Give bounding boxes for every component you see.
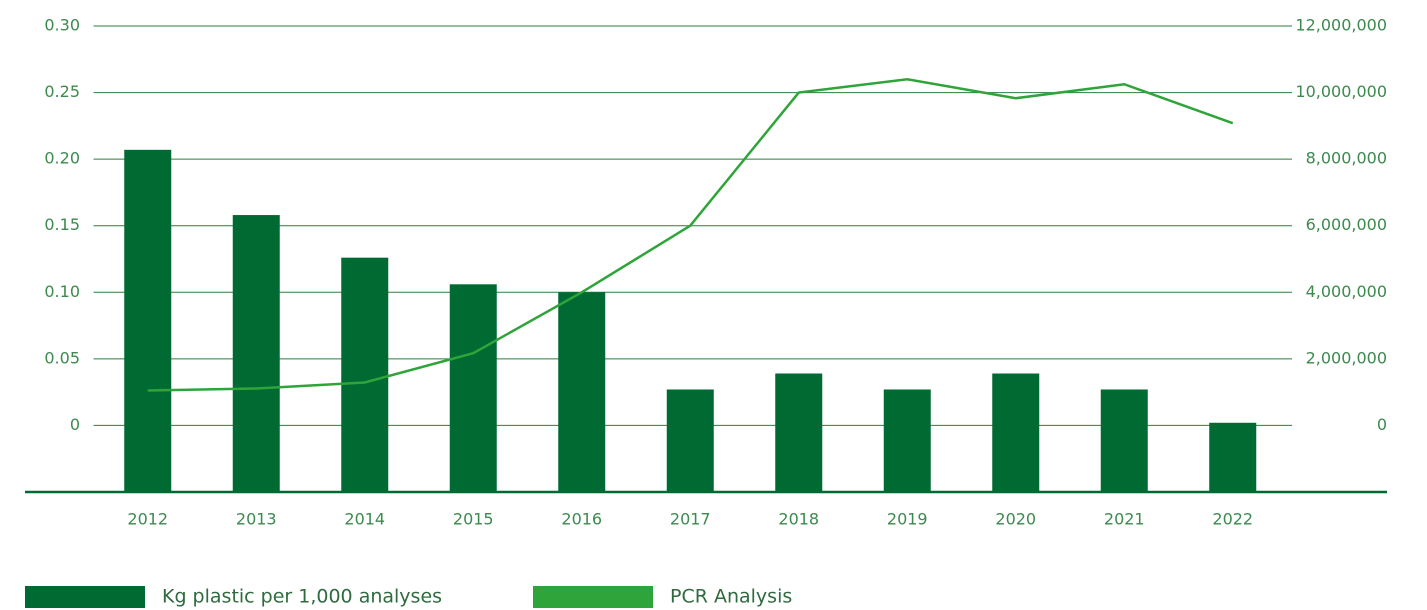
bar: [558, 292, 606, 492]
legend-label: Kg plastic per 1,000 analyses: [162, 586, 442, 608]
x-tick-label: 2012: [127, 510, 168, 529]
legend-swatch: [533, 586, 653, 608]
y-tick-label: 0: [70, 415, 80, 434]
y-tick-label: 0.30: [44, 16, 80, 35]
x-tick-label: 2013: [236, 510, 277, 529]
bar: [124, 149, 172, 492]
bar: [232, 215, 280, 492]
bar: [449, 284, 497, 492]
y2-tick-label: 4,000,000: [1306, 282, 1387, 301]
bar: [775, 373, 823, 492]
x-tick-label: 2019: [887, 510, 928, 529]
y-tick-label: 0.20: [44, 149, 80, 168]
bar: [341, 257, 389, 492]
x-tick-label: 2016: [561, 510, 602, 529]
x-tick-label: 2014: [344, 510, 385, 529]
legend-swatch: [25, 586, 145, 608]
bar: [992, 373, 1040, 492]
y-tick-label: 0.25: [44, 82, 80, 101]
x-tick-label: 2015: [453, 510, 494, 529]
y2-tick-label: 8,000,000: [1306, 149, 1387, 168]
y-tick-label: 0.10: [44, 282, 80, 301]
bar: [1100, 389, 1148, 492]
bar: [1209, 422, 1257, 492]
legend-label: PCR Analysis: [670, 586, 792, 608]
legend: Kg plastic per 1,000 analyses PCR Analysi…: [25, 586, 792, 608]
x-tick-label: 2021: [1104, 510, 1145, 529]
y-tick-label: 0.15: [44, 215, 80, 234]
y2-tick-label: 6,000,000: [1306, 215, 1387, 234]
bar: [883, 389, 931, 492]
x-tick-label: 2020: [995, 510, 1036, 529]
y-tick-label: 0.05: [44, 348, 80, 367]
x-tick-label: 2018: [778, 510, 819, 529]
x-tick-label: 2022: [1212, 510, 1253, 529]
y2-tick-label: 10,000,000: [1295, 82, 1387, 101]
x-tick-label: 2017: [670, 510, 711, 529]
line: [147, 77, 1234, 392]
y2-tick-label: 12,000,000: [1295, 16, 1387, 35]
y2-tick-label: 0: [1377, 415, 1387, 434]
bar: [666, 389, 714, 492]
y2-tick-label: 2,000,000: [1306, 348, 1387, 367]
